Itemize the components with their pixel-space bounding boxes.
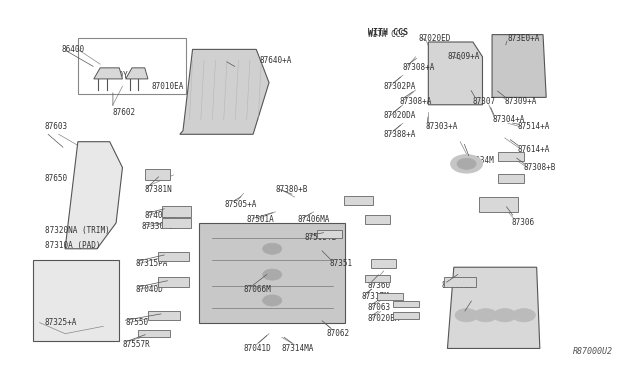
Bar <box>499 174 524 183</box>
Text: 87315PA: 87315PA <box>135 259 168 268</box>
Text: 87066M: 87066M <box>244 285 271 294</box>
Text: 87010EA: 87010EA <box>151 82 184 91</box>
Text: 87306: 87306 <box>511 218 534 227</box>
Text: 87406MA: 87406MA <box>298 215 330 224</box>
Polygon shape <box>65 142 122 249</box>
Text: 87360: 87360 <box>368 281 391 290</box>
Text: WITH CCS: WITH CCS <box>368 28 408 37</box>
Text: 87351: 87351 <box>330 259 353 268</box>
Text: 87505+B: 87505+B <box>304 233 337 242</box>
Bar <box>163 218 191 228</box>
Bar <box>148 311 180 320</box>
Bar <box>145 169 170 180</box>
Text: 87330+B: 87330+B <box>141 222 174 231</box>
Circle shape <box>474 309 497 322</box>
Polygon shape <box>94 68 122 79</box>
Text: 87063: 87063 <box>368 303 391 312</box>
Circle shape <box>513 309 536 322</box>
Bar <box>378 294 403 300</box>
Bar <box>394 312 419 318</box>
Circle shape <box>457 158 476 169</box>
Text: 87514+A: 87514+A <box>518 122 550 131</box>
Bar <box>344 196 372 205</box>
Bar <box>317 230 342 238</box>
Text: R87000U2: R87000U2 <box>573 347 613 356</box>
Text: 87381N: 87381N <box>145 185 173 194</box>
Text: 87314MA: 87314MA <box>282 344 314 353</box>
Bar <box>163 206 191 217</box>
Text: 87020EB: 87020EB <box>441 281 474 290</box>
Text: 87303+A: 87303+A <box>425 122 458 131</box>
Bar <box>157 251 189 261</box>
Text: 87309+A: 87309+A <box>505 97 537 106</box>
Text: 87310A (PAD): 87310A (PAD) <box>45 241 100 250</box>
Bar <box>365 275 390 282</box>
Text: 87557R: 87557R <box>122 340 150 349</box>
Circle shape <box>262 269 282 280</box>
Text: 87609+A: 87609+A <box>447 52 480 61</box>
Text: 87317M: 87317M <box>362 292 389 301</box>
Text: 87325+A: 87325+A <box>45 318 77 327</box>
Polygon shape <box>33 260 119 341</box>
Text: 280A0Y: 280A0Y <box>100 71 128 80</box>
Text: 87020EA: 87020EA <box>368 314 400 323</box>
Polygon shape <box>199 223 346 323</box>
Text: 86400: 86400 <box>62 45 85 54</box>
Text: 87020DA: 87020DA <box>384 111 416 121</box>
Text: 87550: 87550 <box>125 318 148 327</box>
Bar <box>371 259 396 268</box>
Text: 87405+A: 87405+A <box>145 211 177 220</box>
Text: 87308+A: 87308+A <box>399 97 432 106</box>
Polygon shape <box>180 49 269 134</box>
Text: 87304+A: 87304+A <box>492 115 524 124</box>
Text: 87640+A: 87640+A <box>259 56 292 65</box>
Bar <box>444 278 476 286</box>
Circle shape <box>451 155 483 173</box>
Text: 87040D: 87040D <box>135 285 163 294</box>
Text: 87062: 87062 <box>326 329 349 338</box>
Polygon shape <box>125 68 148 79</box>
Text: 87505+A: 87505+A <box>225 200 257 209</box>
Bar <box>78 38 186 94</box>
Circle shape <box>262 295 282 306</box>
Text: 87307: 87307 <box>473 97 496 106</box>
Text: 87020ED: 87020ED <box>419 34 451 43</box>
Text: 87308+A: 87308+A <box>403 63 435 72</box>
Circle shape <box>493 309 516 322</box>
Polygon shape <box>428 42 483 105</box>
Bar <box>479 197 518 212</box>
Text: 873E0+A: 873E0+A <box>508 34 540 43</box>
Circle shape <box>262 243 282 254</box>
Text: 87320NA (TRIM): 87320NA (TRIM) <box>45 226 109 235</box>
Text: 87041D: 87041D <box>244 344 271 353</box>
Text: 87602: 87602 <box>113 108 136 117</box>
Bar <box>394 301 419 308</box>
Polygon shape <box>492 35 546 97</box>
Text: WITH CCS: WITH CCS <box>368 30 404 39</box>
Text: 87380+B: 87380+B <box>275 185 308 194</box>
Bar <box>365 215 390 224</box>
Text: 87614+A: 87614+A <box>518 145 550 154</box>
Text: 87334M: 87334M <box>467 155 494 165</box>
Polygon shape <box>447 267 540 349</box>
Bar <box>138 330 170 337</box>
Text: 87388+A: 87388+A <box>384 130 416 139</box>
Circle shape <box>455 309 478 322</box>
Text: 87069: 87069 <box>460 311 483 320</box>
Bar <box>499 152 524 161</box>
Text: 87650: 87650 <box>45 174 68 183</box>
Text: 87603: 87603 <box>45 122 68 131</box>
Text: 87308+B: 87308+B <box>524 163 556 172</box>
Bar <box>157 278 189 286</box>
Text: 87501A: 87501A <box>246 215 275 224</box>
Text: 87302PA: 87302PA <box>384 82 416 91</box>
